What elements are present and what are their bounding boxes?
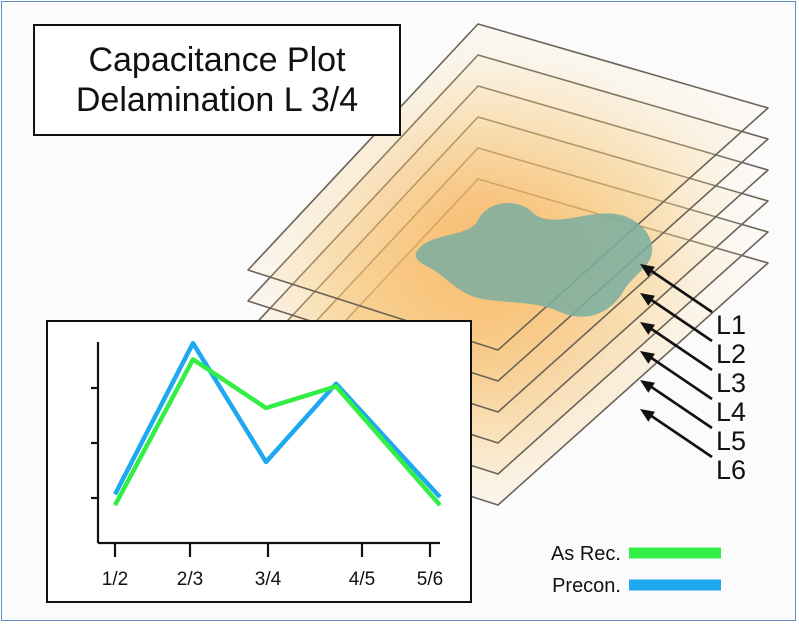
layer-label-l2: L2 (716, 339, 746, 369)
arrow-l2 (649, 297, 713, 343)
arrow-l5 (649, 384, 713, 430)
x-tick-label-4: 5/6 (417, 569, 443, 590)
legend-label-0: As Rec. (551, 543, 621, 565)
x-tick-label-1: 2/3 (177, 569, 203, 590)
title-line-1: Capacitance Plot (88, 41, 346, 79)
x-tick-label-2: 3/4 (255, 569, 282, 590)
legend-label-1: Precon. (552, 575, 621, 597)
title-box: Capacitance Plot Delamination L 3/4 (33, 24, 401, 136)
arrowhead-l5 (640, 380, 655, 393)
chart-legend: As Rec. Precon. (551, 543, 721, 597)
layer-label-l1: L1 (716, 310, 746, 340)
layer-label-l5: L5 (716, 426, 746, 456)
layer-label-l3: L3 (716, 368, 746, 398)
delamination-region (415, 202, 653, 317)
arrow-l4 (649, 355, 713, 401)
arrowhead-l4 (640, 351, 655, 364)
layer-label-l6: L6 (716, 455, 746, 485)
x-tick-label-0: 1/2 (102, 569, 128, 590)
layer-arrows (640, 264, 713, 459)
arrowhead-l6 (640, 409, 655, 422)
title-line-2: Delamination L 3/4 (75, 81, 359, 119)
arrowhead-l1 (640, 264, 655, 277)
arrowhead-l3 (640, 322, 655, 335)
arrow-l1 (649, 268, 713, 314)
arrowhead-l2 (640, 293, 655, 306)
x-tick-label-3: 4/5 (349, 569, 375, 590)
arrow-l6 (649, 413, 713, 459)
arrow-l3 (649, 326, 713, 372)
layer-label-l4: L4 (716, 397, 746, 427)
capacitance-plot: 1/2 2/3 3/4 4/5 5/6 (46, 320, 472, 603)
